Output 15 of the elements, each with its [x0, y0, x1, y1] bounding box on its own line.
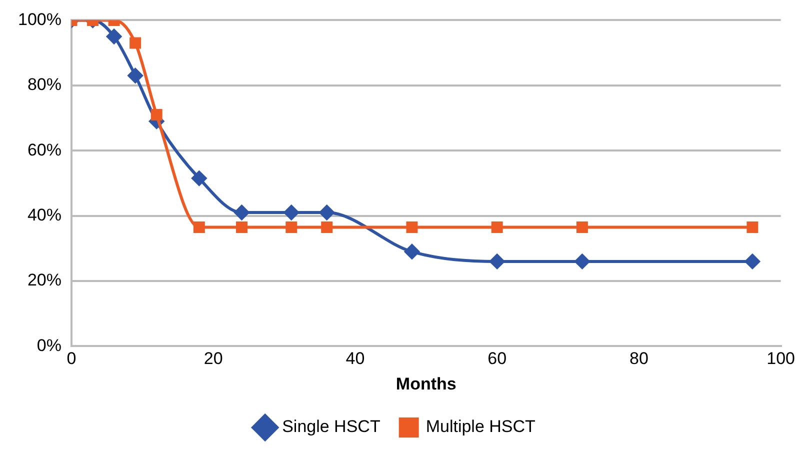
x-tick-label: 0 — [66, 349, 76, 368]
x-tick-label: 60 — [488, 349, 507, 368]
x-axis-title: Months — [396, 374, 456, 394]
y-tick-label: 0% — [36, 336, 62, 355]
x-tick-label: 80 — [629, 349, 648, 368]
y-tick-label: 80% — [27, 75, 62, 94]
x-tick-label: 20 — [204, 349, 223, 368]
y-tick-label: 40% — [27, 205, 62, 224]
x-tick-label: 40 — [346, 349, 365, 368]
y-tick-label: 60% — [27, 140, 62, 160]
x-tick-label: 100 — [766, 349, 796, 368]
y-tick-label: 20% — [27, 270, 62, 290]
y-tick-label: 100% — [18, 10, 62, 29]
legend-label: Multiple HSCT — [426, 417, 536, 436]
legend-label: Single HSCT — [282, 417, 380, 436]
